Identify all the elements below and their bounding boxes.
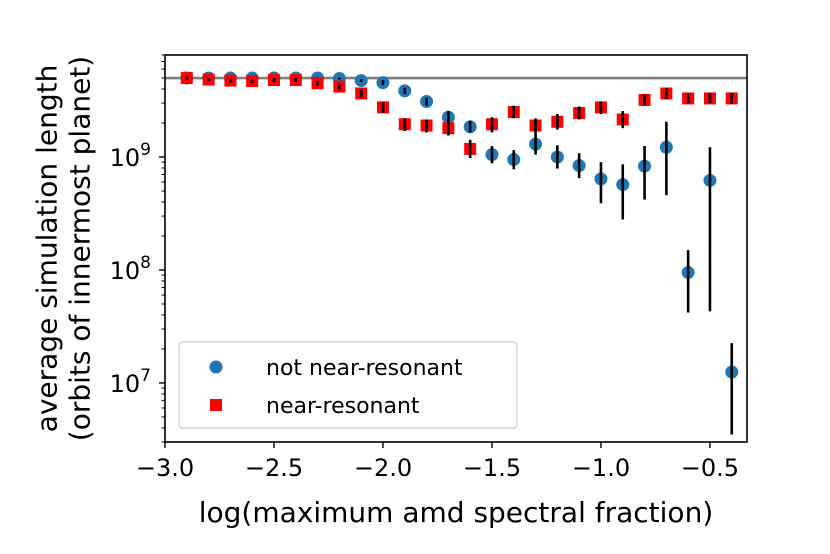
- x-tick-label: −1.5: [463, 454, 521, 482]
- plot-frame: [164, 54, 748, 443]
- x-tick-label: −3.0: [136, 454, 194, 482]
- x-tick-label: −2.5: [245, 454, 303, 482]
- legend-marker-near-resonant: [210, 399, 222, 411]
- x-tick-label: −2.0: [354, 454, 412, 482]
- y-tick-label: 107: [110, 366, 151, 398]
- x-tick-label: −1.0: [572, 454, 630, 482]
- plot-area: [165, 71, 747, 435]
- y-tick-label: 109: [110, 140, 151, 172]
- y-axis-title-line-2: (orbits of innermost planet): [64, 56, 97, 441]
- y-axis-title-line-1: average simulation length: [31, 65, 64, 433]
- legend-box: [178, 341, 518, 429]
- axes: −3.0 −2.5 −2.0 −1.5 −1.0 −0.5 107 108 109: [110, 54, 739, 482]
- legend-marker-not-near-resonant: [209, 360, 223, 374]
- y-axis-title: average simulation length (orbits of inn…: [31, 56, 97, 441]
- series-near-resonant: [180, 72, 738, 159]
- x-axis-title: log(maximum amd spectral fraction): [199, 496, 714, 529]
- y-tick-label: 108: [110, 253, 151, 285]
- legend-label-not-near-resonant: not near-resonant: [266, 356, 463, 381]
- legend-label-near-resonant: near-resonant: [266, 394, 420, 419]
- legend: not near-resonant near-resonant: [178, 341, 518, 429]
- x-tick-label: −0.5: [681, 454, 739, 482]
